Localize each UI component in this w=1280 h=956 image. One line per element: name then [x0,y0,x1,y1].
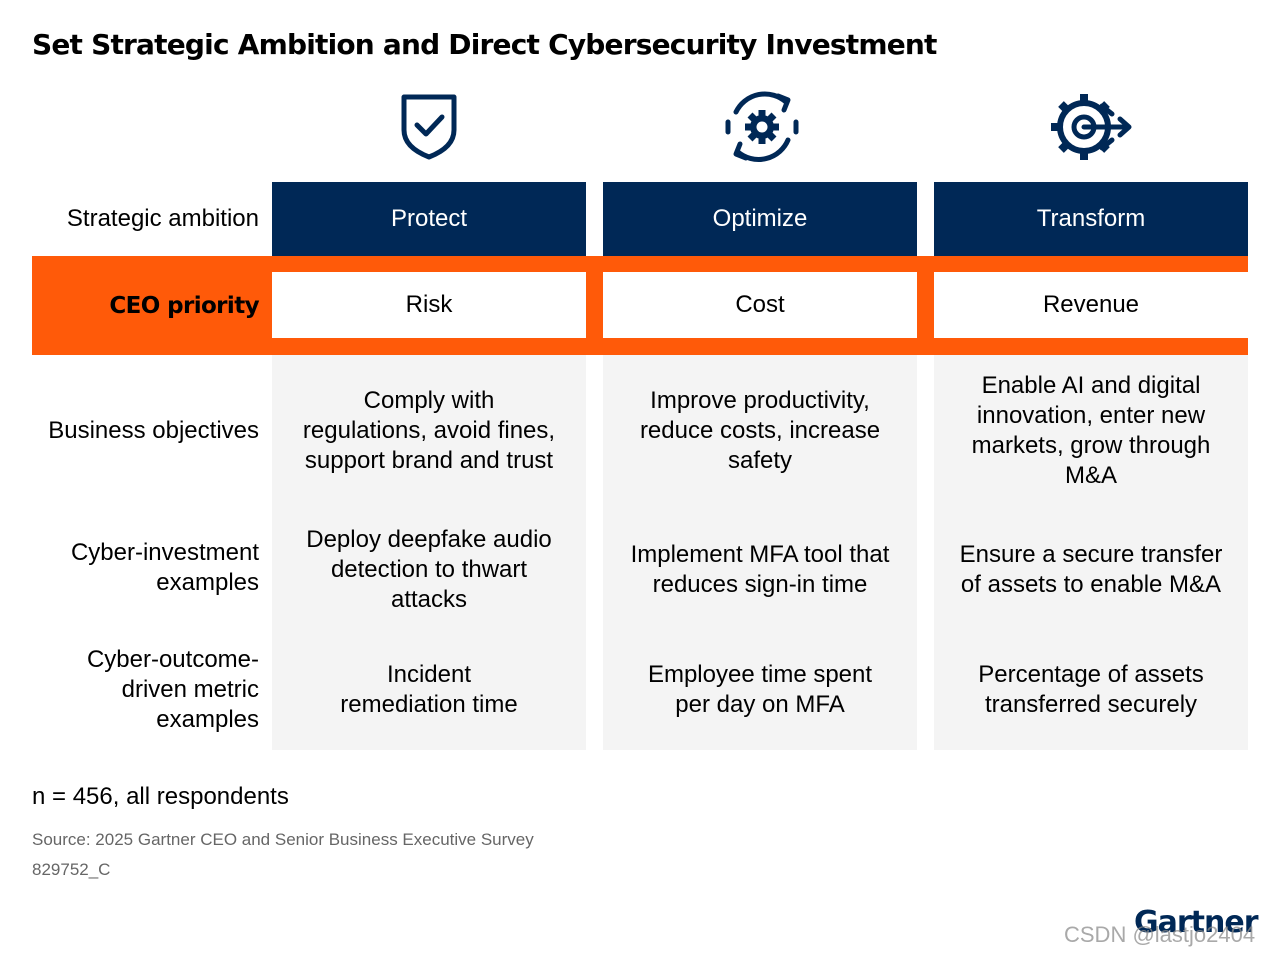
watermark: CSDN @lastjo2404 [1064,922,1256,947]
gear-cycle-icon [725,91,799,162]
row-label-cyber-outcome: Cyber-outcome- driven metric examples [86,646,259,733]
row-label-ceo-priority: CEO priority [109,293,259,319]
column-body-protect [272,355,586,750]
column-header-optimize: Optimize [603,182,917,256]
objectives-cell-protect: Comply with regulations, avoid fines, su… [302,387,556,474]
shield-check-icon [401,94,457,160]
objectives-cell-optimize: Improve productivity, reduce costs, incr… [639,387,881,474]
priority-cell-risk: Risk [272,272,586,338]
column-header-transform: Transform [934,182,1248,256]
page-title: Set Strategic Ambition and Direct Cybers… [32,28,937,61]
gear-arrow-icon [1051,94,1132,160]
row-label-cyber-investment: Cyber-investment examples [70,539,259,596]
gartner-logo: Gartner [1134,905,1259,940]
row-label-strategic-ambition: Strategic ambition [66,205,259,232]
row-label-business-objectives: Business objectives [48,417,259,444]
priority-cell-cost: Cost [603,272,917,338]
metric-cell-transform: Percentage of assets transferred securel… [978,661,1204,718]
investment-cell-protect: Deploy deepfake audio detection to thwar… [306,526,552,613]
priority-cell-revenue: Revenue [934,272,1248,338]
column-header-protect: Protect [272,182,586,256]
objectives-cell-transform: Enable AI and digital innovation, enter … [971,372,1211,489]
column-body-optimize [603,355,917,750]
source-note: Source: 2025 Gartner CEO and Senior Busi… [32,830,534,849]
sample-size-note: n = 456, all respondents [32,783,289,810]
column-body-transform [934,355,1248,750]
metric-cell-optimize: Employee time spent per day on MFA [647,661,873,718]
metric-cell-protect: Incident remediation time [340,661,518,718]
figure-code: 829752_C [32,860,111,879]
investment-cell-optimize: Implement MFA tool that reduces sign-in … [630,541,890,598]
investment-cell-transform: Ensure a secure transfer of assets to en… [959,541,1223,598]
